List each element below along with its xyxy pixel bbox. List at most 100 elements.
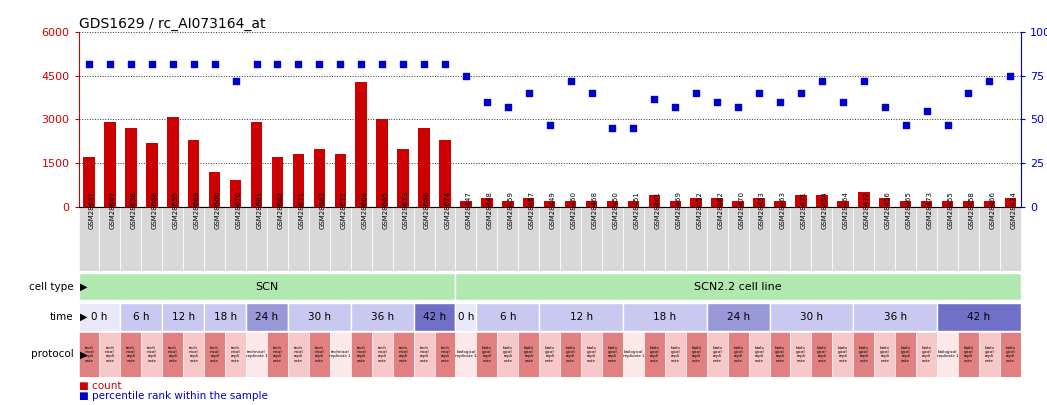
Bar bbox=[292, 154, 304, 207]
Text: tech
nical
repli
cate: tech nical repli cate bbox=[440, 346, 450, 362]
Text: GSM28460: GSM28460 bbox=[571, 191, 577, 229]
Bar bbox=[916, 332, 937, 377]
Bar bbox=[857, 192, 869, 207]
Bar bbox=[790, 332, 811, 377]
Text: GSM28453: GSM28453 bbox=[759, 191, 765, 229]
Point bbox=[834, 99, 851, 105]
Bar bbox=[937, 332, 958, 377]
Point bbox=[981, 78, 998, 84]
Text: ▶: ▶ bbox=[80, 312, 87, 322]
Text: biolo
gical
repli
cate: biolo gical repli cate bbox=[649, 346, 660, 362]
Text: biolo
gical
repli
cate: biolo gical repli cate bbox=[817, 346, 827, 362]
Point bbox=[855, 78, 872, 84]
Bar bbox=[711, 198, 722, 207]
Text: GSM28451: GSM28451 bbox=[633, 191, 640, 229]
Bar bbox=[497, 332, 518, 377]
Bar bbox=[770, 207, 790, 271]
Point bbox=[625, 125, 642, 131]
Bar bbox=[623, 332, 644, 377]
Bar bbox=[811, 207, 832, 271]
Point bbox=[332, 60, 349, 67]
Bar bbox=[393, 332, 414, 377]
Bar bbox=[288, 207, 309, 271]
Text: biolo
gical
repli
cate: biolo gical repli cate bbox=[775, 346, 785, 362]
Bar bbox=[644, 332, 665, 377]
Text: GSM28467: GSM28467 bbox=[529, 191, 535, 229]
Text: biolo
gical
repli
cate: biolo gical repli cate bbox=[733, 346, 743, 362]
Text: tech
nical
repli
cate: tech nical repli cate bbox=[419, 346, 429, 362]
Point bbox=[604, 125, 621, 131]
Bar bbox=[455, 332, 476, 377]
Point bbox=[583, 90, 600, 97]
Bar bbox=[853, 303, 937, 330]
Bar bbox=[79, 207, 99, 271]
Point bbox=[353, 60, 370, 67]
Text: biolo
gical
repli
cate: biolo gical repli cate bbox=[859, 346, 869, 362]
Bar bbox=[627, 201, 639, 207]
Point bbox=[1002, 73, 1019, 79]
Bar bbox=[376, 119, 387, 207]
Bar bbox=[497, 207, 518, 271]
Bar bbox=[288, 303, 351, 330]
Text: biolo
gical
repli
cate: biolo gical repli cate bbox=[586, 346, 597, 362]
Bar bbox=[271, 157, 283, 207]
Bar bbox=[539, 332, 560, 377]
Bar bbox=[309, 207, 330, 271]
Point bbox=[730, 104, 747, 111]
Bar bbox=[979, 207, 1000, 271]
Text: GSM28449: GSM28449 bbox=[550, 191, 556, 229]
Point bbox=[206, 60, 223, 67]
Bar bbox=[707, 303, 770, 330]
Text: ▶: ▶ bbox=[80, 281, 87, 292]
Text: 12 h: 12 h bbox=[172, 312, 195, 322]
Bar bbox=[455, 207, 476, 271]
Bar bbox=[79, 332, 99, 377]
Point bbox=[102, 60, 118, 67]
Text: tech
nical
repli
cate: tech nical repli cate bbox=[272, 346, 283, 362]
Bar bbox=[351, 332, 372, 377]
Bar bbox=[874, 332, 895, 377]
Text: tech
nical
repli
cate: tech nical repli cate bbox=[377, 346, 387, 362]
Text: GSM28461: GSM28461 bbox=[654, 191, 661, 229]
Text: biolo
gical
repli
cate: biolo gical repli cate bbox=[796, 346, 806, 362]
Text: tech
nical
repli
cate: tech nical repli cate bbox=[147, 346, 157, 362]
Text: biolo
gical
repli
cate: biolo gical repli cate bbox=[524, 346, 534, 362]
Bar bbox=[435, 332, 455, 377]
Bar bbox=[544, 201, 555, 207]
Text: GSM28463: GSM28463 bbox=[780, 191, 786, 229]
Text: cell type: cell type bbox=[28, 281, 73, 292]
Text: 6 h: 6 h bbox=[499, 312, 516, 322]
Bar bbox=[208, 172, 220, 207]
Bar bbox=[899, 201, 911, 207]
Bar bbox=[790, 207, 811, 271]
Text: GSM28674: GSM28674 bbox=[445, 191, 451, 229]
Bar bbox=[958, 332, 979, 377]
Bar bbox=[920, 201, 932, 207]
Text: 12 h: 12 h bbox=[570, 312, 593, 322]
Point bbox=[416, 60, 432, 67]
Point bbox=[290, 60, 307, 67]
Point bbox=[793, 90, 809, 97]
Text: GSM28466: GSM28466 bbox=[989, 191, 996, 229]
Text: technical
replicate 1: technical replicate 1 bbox=[246, 350, 267, 358]
Text: GSM28472: GSM28472 bbox=[864, 191, 870, 229]
Point bbox=[395, 60, 411, 67]
Bar bbox=[204, 207, 225, 271]
Bar bbox=[141, 332, 162, 377]
Text: 30 h: 30 h bbox=[308, 312, 331, 322]
Bar bbox=[120, 207, 141, 271]
Bar bbox=[476, 303, 539, 330]
Text: GSM28661: GSM28661 bbox=[257, 191, 263, 229]
Bar bbox=[518, 332, 539, 377]
Bar bbox=[288, 332, 309, 377]
Text: 42 h: 42 h bbox=[967, 312, 990, 322]
Text: biological
replicate 1: biological replicate 1 bbox=[623, 350, 644, 358]
Text: GSM28469: GSM28469 bbox=[675, 191, 682, 229]
Bar bbox=[334, 154, 346, 207]
Text: GSM28663: GSM28663 bbox=[319, 191, 326, 229]
Text: GSM28659: GSM28659 bbox=[173, 191, 179, 229]
Bar bbox=[753, 198, 764, 207]
Bar bbox=[979, 332, 1000, 377]
Text: GSM28669: GSM28669 bbox=[194, 191, 200, 229]
Point bbox=[478, 99, 495, 105]
